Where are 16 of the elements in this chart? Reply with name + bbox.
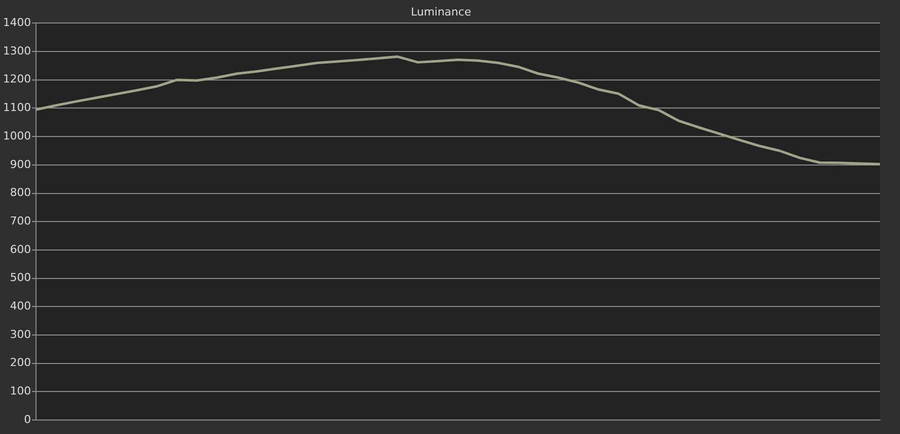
y-tick-label: 800	[10, 186, 31, 200]
y-tick-label: 400	[10, 299, 31, 312]
y-tick-label: 600	[10, 242, 31, 256]
y-tick-label: 1000	[2, 129, 31, 142]
y-tick-label: 900	[10, 158, 31, 171]
y-tick-label: 300	[10, 328, 31, 341]
y-tick-label: 500	[10, 271, 31, 284]
y-tick-label: 1200	[2, 72, 31, 86]
y-tick-label: 0	[24, 412, 31, 426]
y-tick-label: 700	[10, 214, 31, 228]
y-tick-label: 200	[10, 356, 31, 370]
chart-title: Luminance	[410, 5, 472, 18]
y-tick-label: 1100	[2, 101, 31, 114]
y-tick-label: 100	[10, 384, 31, 398]
y-tick-label: 1300	[2, 44, 31, 58]
y-tick-label: 1400	[2, 16, 31, 30]
